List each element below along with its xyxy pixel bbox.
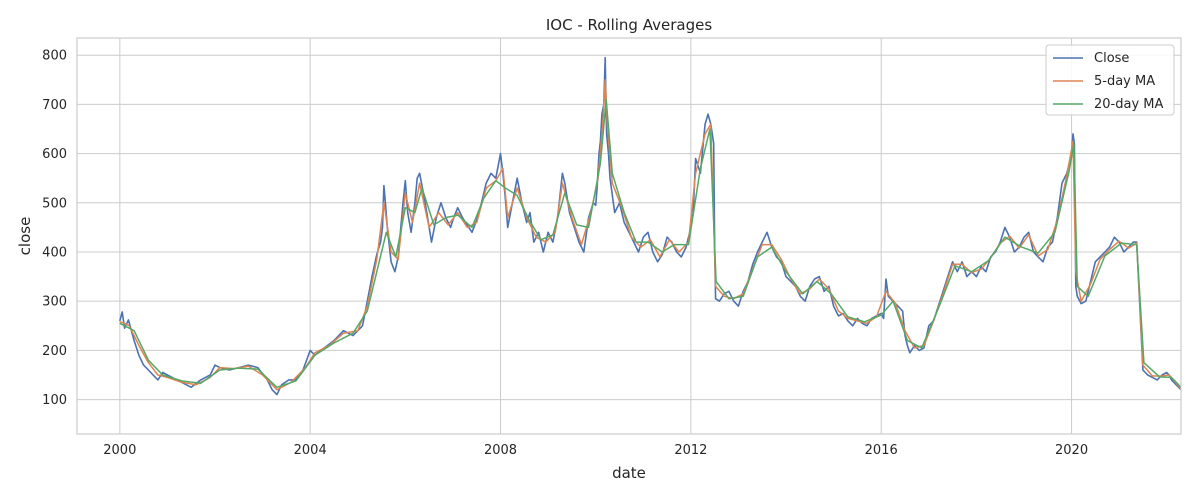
y-tick-label: 500 [42,196,67,211]
legend: Close 5-day MA 20-day MA [1045,44,1175,116]
y-tick-label: 200 [42,344,67,359]
y-tick-label: 700 [42,98,67,113]
y-tick-label: 800 [42,49,67,64]
tick-labels: 2000 2004 2008 2012 2016 2020 100 200 300 400 500 6… [42,49,1088,458]
x-tick-label: 2000 [103,443,136,458]
x-tick-label: 2012 [674,443,707,458]
y-tick-label: 600 [42,147,67,162]
plot-border [76,37,1182,435]
y-axis-label: close [16,217,34,256]
legend-label-20day: 20-day MA [1094,97,1163,112]
y-tick-label: 400 [42,245,67,260]
series-line-20-day-ma [119,98,1182,389]
plot-area [77,38,1181,434]
x-tick-label: 2004 [294,443,327,458]
legend-label-5day: 5-day MA [1094,74,1155,89]
x-tick-label: 2020 [1055,443,1088,458]
series-group [119,56,1182,396]
legend-box [1045,44,1175,116]
x-tick-label: 2008 [484,443,517,458]
series-line-5-day-ma [119,79,1182,391]
y-tick-label: 100 [42,393,67,408]
legend-label-close: Close [1094,51,1129,66]
y-tick-label: 300 [42,295,67,310]
x-axis-label: date [612,464,646,482]
grid [77,38,1181,434]
chart-title: IOC - Rolling Averages [546,16,712,34]
x-tick-label: 2016 [865,443,898,458]
